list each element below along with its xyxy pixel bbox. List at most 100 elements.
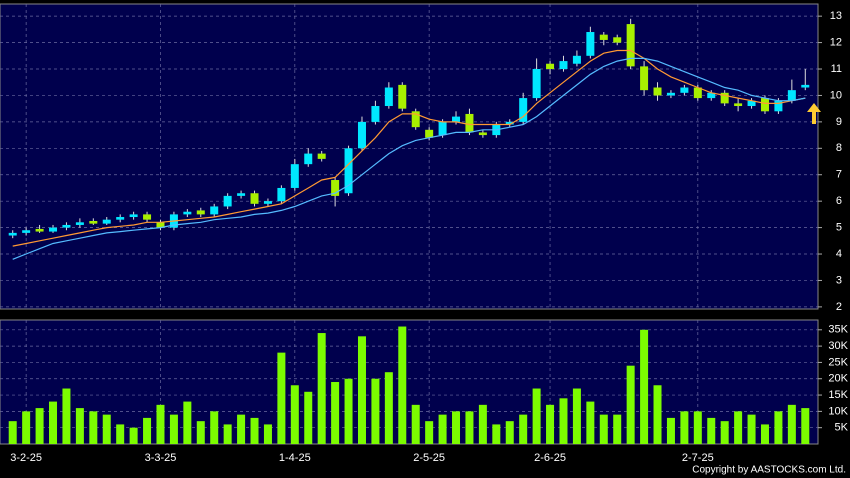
volume-bar [734,411,743,444]
y-tick-label: 8 [836,142,842,154]
candle-body [277,187,286,202]
volume-bar [760,424,769,444]
price-panel [0,3,819,310]
volume-bar [35,408,44,444]
volume-bar [572,388,581,444]
volume-bar [599,414,608,444]
candle-body [532,69,541,99]
volume-bar [102,414,111,444]
candle-body [787,90,796,101]
volume-bar [559,398,568,444]
candle-body [102,219,111,224]
candle-body [640,66,649,91]
volume-bar [250,417,259,444]
volume-bar [129,427,138,444]
y-tick-label: 3 [836,274,842,286]
y-tick-label: 13 [830,10,842,22]
y-tick-label: 11 [831,63,842,75]
volume-bar [532,388,541,444]
volume-bar [277,352,286,444]
y-tick-label: 7 [836,169,842,181]
volume-bar [666,417,675,444]
candle-body [734,103,743,107]
y-tick-label: 5K [835,422,849,434]
volume-bar [465,411,474,444]
y-tick-label: 2 [836,301,842,313]
volume-bar [653,385,662,444]
candle-body [317,153,326,159]
candle-body [747,100,756,107]
volume-bar [398,326,407,444]
y-tick-label: 9 [836,116,842,128]
volume-bar [720,421,729,444]
candle-body [8,232,17,236]
candle-body [384,87,393,107]
candle-body [653,87,662,96]
volume-bar [62,388,71,444]
volume-bar [519,414,528,444]
candle-body [304,153,313,165]
volume-bar [49,401,58,444]
candle-body [49,227,58,232]
y-tick-label: 25K [828,356,848,368]
volume-bar [237,414,246,444]
y-tick-label: 20K [828,373,848,385]
candle-body [237,193,246,196]
candle-body [116,217,125,220]
volume-bar [680,411,689,444]
candle-body [559,61,568,70]
candle-body [613,37,622,43]
volume-bar [787,404,796,444]
candle-body [129,214,138,218]
x-tick-label: 1-4-25 [279,452,311,464]
y-tick-label: 35K [828,324,848,336]
candle-body [75,222,84,225]
y-tick-label: 15K [828,389,848,401]
volume-bar [196,421,205,444]
volume-bar [774,411,783,444]
candle-body [183,211,192,215]
y-tick-label: 10 [830,89,842,101]
candle-body [250,193,259,204]
candle-body [707,92,716,99]
candle-body [680,87,689,93]
moving-average-line [12,49,806,247]
candle-body [465,113,474,133]
candle-body [290,164,299,188]
candle-body [196,210,205,215]
arrow-icon [807,103,821,124]
volume-bar [169,414,178,444]
volume-bar [747,414,756,444]
candle-body [760,98,769,112]
candle-body [546,63,555,70]
volume-bar [371,378,380,444]
y-tick-label: 4 [836,248,842,260]
candle-body [599,34,608,40]
volume-bar [8,421,17,444]
candle-body [505,121,514,125]
volume-bar [357,336,366,444]
y-tick-label: 5 [836,222,842,234]
volume-bar [89,411,98,444]
volume-bar [156,404,165,444]
candle-body [452,116,461,122]
candle-body [143,214,152,220]
copyright: Copyright by AASTOCKS.com Ltd. [692,465,846,476]
volume-bar [693,411,702,444]
candle-body [626,24,635,67]
volume-bar [384,372,393,444]
volume-bar [116,424,125,444]
x-tick-label: 2-5-25 [413,452,445,464]
volume-bar [438,414,447,444]
volume-bar [223,424,232,444]
volume-bar [143,417,152,444]
candle-body [223,195,232,207]
x-tick-label: 2-6-25 [534,452,566,464]
x-tick-label: 3-3-25 [145,452,177,464]
volume-bar [586,401,595,444]
volume-bar [22,411,31,444]
volume-bar [626,365,635,444]
candle-body [35,228,44,232]
candle-body [210,206,219,215]
candle-body [438,121,447,136]
